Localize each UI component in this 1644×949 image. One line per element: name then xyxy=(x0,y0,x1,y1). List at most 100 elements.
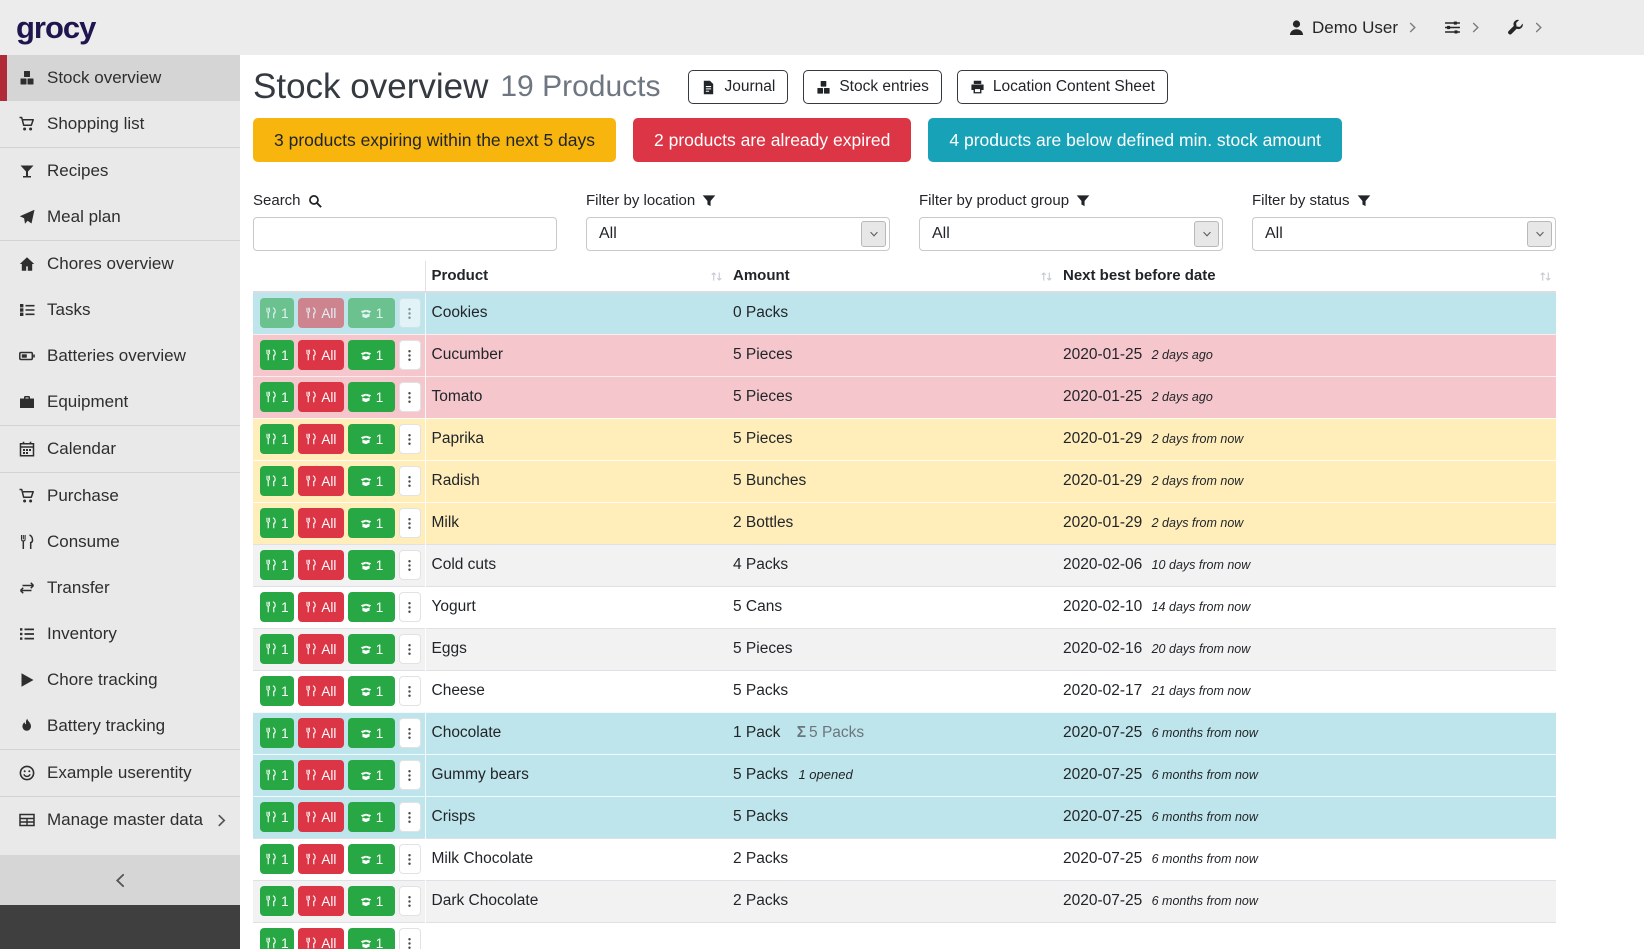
consume-one-button[interactable]: 1 xyxy=(260,802,294,832)
consume-one-button[interactable]: 1 xyxy=(260,844,294,874)
consume-all-button[interactable]: All xyxy=(297,466,345,496)
row-menu-button[interactable] xyxy=(398,424,421,454)
consume-all-button[interactable]: All xyxy=(297,760,345,790)
row-menu-button[interactable] xyxy=(398,844,421,874)
column-next-best-before-date[interactable]: Next best before date xyxy=(1057,261,1556,293)
consume-one-button[interactable]: 1 xyxy=(260,676,294,706)
user-menu[interactable]: Demo User xyxy=(1288,18,1418,38)
sidebar-item-chores-overview[interactable]: Chores overview xyxy=(0,241,240,287)
row-menu-button[interactable] xyxy=(398,550,421,580)
row-menu-button[interactable] xyxy=(398,760,421,790)
row-menu-button[interactable] xyxy=(398,634,421,664)
alert-below-min-stock[interactable]: 4 products are below defined min. stock … xyxy=(928,118,1342,162)
consume-all-button[interactable]: All xyxy=(297,508,345,538)
row-menu-button[interactable] xyxy=(398,928,421,949)
open-one-button[interactable]: 1 xyxy=(348,760,395,790)
consume-one-button[interactable]: 1 xyxy=(260,760,294,790)
sidebar-item-recipes[interactable]: Recipes xyxy=(0,148,240,194)
filter-select[interactable]: All xyxy=(586,217,890,251)
stock-entries-button[interactable]: Stock entries xyxy=(803,70,942,104)
sort-icon[interactable] xyxy=(710,270,723,283)
consume-one-button[interactable]: 1 xyxy=(260,382,294,412)
consume-one-button[interactable]: 1 xyxy=(260,340,294,370)
sidebar-item-consume[interactable]: Consume xyxy=(0,519,240,565)
sidebar-item-shopping-list[interactable]: Shopping list xyxy=(0,101,240,147)
open-one-button[interactable]: 1 xyxy=(348,886,395,916)
row-menu-button[interactable] xyxy=(398,466,421,496)
open-one-button[interactable]: 1 xyxy=(348,844,395,874)
consume-all-button[interactable]: All xyxy=(297,886,345,916)
sidebar-item-stock-overview[interactable]: Stock overview xyxy=(0,55,240,101)
consume-all-button[interactable]: All xyxy=(297,424,345,454)
open-one-button[interactable]: 1 xyxy=(348,508,395,538)
row-menu-button[interactable] xyxy=(398,886,421,916)
row-menu-button[interactable] xyxy=(398,382,421,412)
consume-one-button[interactable]: 1 xyxy=(260,634,294,664)
consume-one-button[interactable]: 1 xyxy=(260,508,294,538)
filter-select[interactable]: All xyxy=(1252,217,1556,251)
row-menu-button[interactable] xyxy=(398,676,421,706)
column-product[interactable]: Product xyxy=(425,261,727,293)
sidebar-item-inventory[interactable]: Inventory xyxy=(0,611,240,657)
consume-all-button[interactable]: All xyxy=(297,634,345,664)
consume-all-button[interactable]: All xyxy=(297,550,345,580)
consume-all-button[interactable]: All xyxy=(297,592,345,622)
open-one-button[interactable]: 1 xyxy=(348,718,395,748)
sidebar-item-battery-tracking[interactable]: Battery tracking xyxy=(0,703,240,749)
filter-select[interactable]: All xyxy=(919,217,1223,251)
open-one-button[interactable]: 1 xyxy=(348,592,395,622)
app-logo[interactable]: grocy xyxy=(16,9,96,45)
open-one-button[interactable]: 1 xyxy=(348,634,395,664)
sidebar-item-calendar[interactable]: Calendar xyxy=(0,426,240,472)
consume-all-button[interactable]: All xyxy=(297,802,345,832)
sort-icon[interactable] xyxy=(1539,270,1552,283)
open-one-button[interactable]: 1 xyxy=(348,340,395,370)
consume-one-button[interactable]: 1 xyxy=(260,550,294,580)
open-one-button[interactable]: 1 xyxy=(348,466,395,496)
consume-all-button[interactable]: All xyxy=(297,718,345,748)
open-one-button[interactable]: 1 xyxy=(348,802,395,832)
select-dropdown-button[interactable] xyxy=(1194,221,1219,247)
sidebar-item-equipment[interactable]: Equipment xyxy=(0,379,240,425)
sidebar-item-chore-tracking[interactable]: Chore tracking xyxy=(0,657,240,703)
open-one-button[interactable]: 1 xyxy=(348,676,395,706)
open-one-button[interactable]: 1 xyxy=(348,928,395,949)
open-one-button[interactable]: 1 xyxy=(348,424,395,454)
consume-one-button[interactable]: 1 xyxy=(260,592,294,622)
search-input[interactable] xyxy=(253,217,557,251)
consume-all-button[interactable]: All xyxy=(297,928,345,949)
row-menu-button[interactable] xyxy=(398,592,421,622)
consume-all-button[interactable]: All xyxy=(297,676,345,706)
row-menu-button[interactable] xyxy=(398,508,421,538)
open-one-button[interactable]: 1 xyxy=(348,382,395,412)
sort-icon[interactable] xyxy=(1040,270,1053,283)
consume-one-button[interactable]: 1 xyxy=(260,424,294,454)
sidebar-collapse-button[interactable] xyxy=(0,855,240,905)
sidebar-item-batteries-overview[interactable]: Batteries overview xyxy=(0,333,240,379)
alert-expiring-soon[interactable]: 3 products expiring within the next 5 da… xyxy=(253,118,617,162)
sidebar-item-example-userentity[interactable]: Example userentity xyxy=(0,750,240,796)
consume-one-button[interactable]: 1 xyxy=(260,886,294,916)
journal-button[interactable]: Journal xyxy=(688,70,789,104)
row-menu-button[interactable] xyxy=(398,340,421,370)
row-menu-button[interactable] xyxy=(398,718,421,748)
consume-one-button[interactable]: 1 xyxy=(260,466,294,496)
sidebar-item-purchase[interactable]: Purchase xyxy=(0,473,240,519)
location-content-sheet-button[interactable]: Location Content Sheet xyxy=(956,70,1168,104)
admin-menu[interactable] xyxy=(1507,19,1544,36)
settings-menu[interactable] xyxy=(1444,19,1481,36)
consume-all-button[interactable]: All xyxy=(297,340,345,370)
sidebar-item-meal-plan[interactable]: Meal plan xyxy=(0,194,240,240)
consume-all-button[interactable]: All xyxy=(297,844,345,874)
sidebar-item-transfer[interactable]: Transfer xyxy=(0,565,240,611)
open-one-button[interactable]: 1 xyxy=(348,550,395,580)
consume-one-button[interactable]: 1 xyxy=(260,718,294,748)
column-amount[interactable]: Amount xyxy=(727,261,1057,293)
select-dropdown-button[interactable] xyxy=(861,221,886,247)
consume-all-button[interactable]: All xyxy=(297,382,345,412)
alert-expired[interactable]: 2 products are already expired xyxy=(633,118,912,162)
consume-one-button[interactable]: 1 xyxy=(260,928,294,949)
select-dropdown-button[interactable] xyxy=(1527,221,1552,247)
sidebar-item-manage-master-data[interactable]: Manage master data xyxy=(0,797,240,843)
sidebar-item-tasks[interactable]: Tasks xyxy=(0,287,240,333)
